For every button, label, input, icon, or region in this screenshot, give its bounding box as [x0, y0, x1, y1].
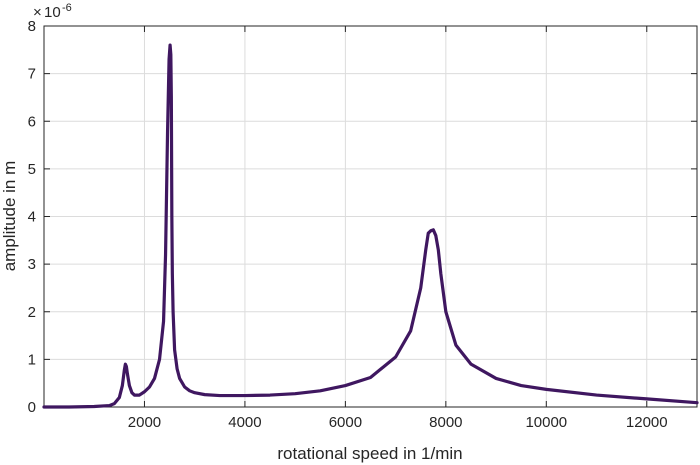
- x-tick-label: 10000: [525, 414, 567, 431]
- y-tick-label: 1: [28, 351, 36, 368]
- amplitude-series-line: [42, 43, 699, 409]
- x-tick-label: 2000: [128, 414, 161, 431]
- x-tick-label: 12000: [626, 414, 668, 431]
- series-group: [42, 43, 699, 409]
- y-tick-label: 7: [28, 66, 36, 83]
- y-axis-label: amplitude in m: [0, 161, 19, 272]
- y-tick-labels: 0 1 2 3 4 5 6 7 8: [28, 18, 36, 416]
- y-tick-label: 0: [28, 399, 36, 416]
- y-exponent-base: 10: [44, 4, 61, 21]
- y-tick-label: 5: [28, 161, 36, 178]
- y-exponent-times: ×: [33, 4, 42, 21]
- x-tick-label: 6000: [329, 414, 362, 431]
- tick-marks: [44, 25, 697, 408]
- y-tick-label: 8: [28, 18, 36, 35]
- x-tick-label: 4000: [228, 414, 261, 431]
- y-tick-label: 6: [28, 113, 36, 130]
- x-tick-labels: 2000 4000 6000 8000 10000 12000: [128, 414, 668, 431]
- x-axis-label: rotational speed in 1/min: [277, 444, 462, 463]
- grid-lines: [44, 26, 697, 407]
- y-exponent-power: -6: [62, 2, 72, 14]
- y-tick-label: 3: [28, 256, 36, 273]
- y-tick-label: 2: [28, 304, 36, 321]
- y-tick-label: 4: [28, 209, 36, 226]
- x-tick-label: 8000: [429, 414, 462, 431]
